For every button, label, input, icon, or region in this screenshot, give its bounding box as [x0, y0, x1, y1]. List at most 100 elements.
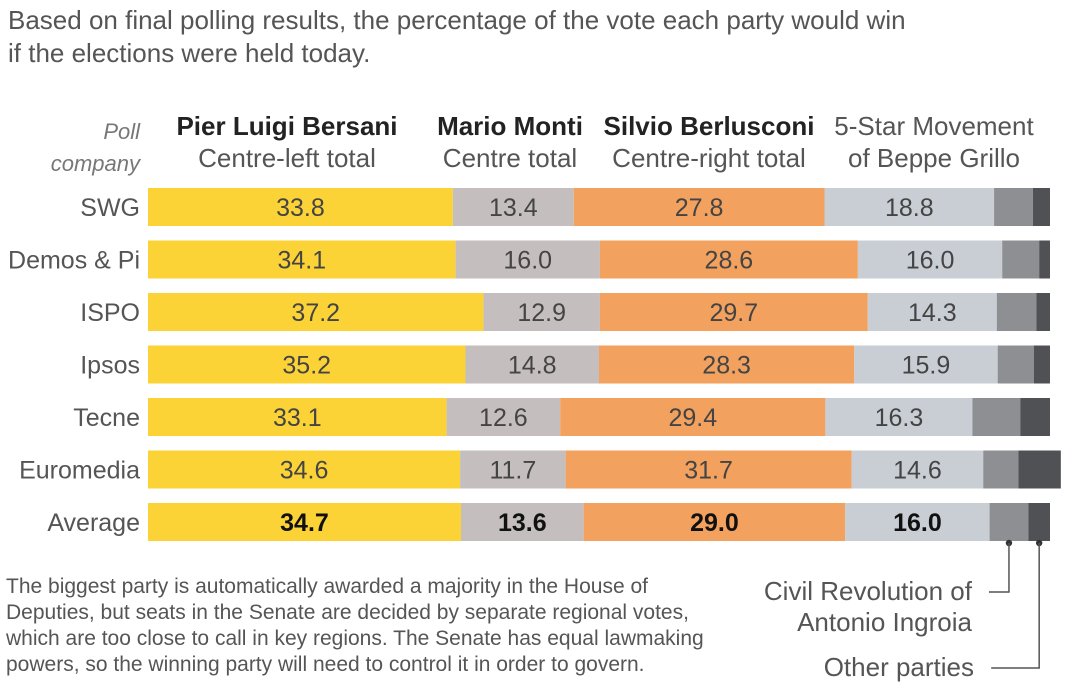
annotation-civil-revolution: Civil Revolution of Antonio Ingroia: [764, 576, 972, 638]
bar-segment: [583, 503, 846, 541]
bar-segment: [148, 503, 461, 541]
data-label: 34.7: [280, 509, 329, 537]
chart-subtitle: Based on final polling results, the perc…: [8, 5, 906, 68]
bar-segment: [857, 240, 1003, 279]
data-label: 14.6: [893, 457, 942, 485]
bar-segment: [148, 240, 456, 279]
bar-segment: [1020, 398, 1050, 436]
header-bersani-sub: Centre-left total: [198, 143, 376, 173]
header-bersani: Pier Luigi Bersani Centre-left total: [162, 110, 412, 174]
data-label: 12.9: [517, 299, 566, 327]
bar-segment: [573, 188, 825, 226]
data-label: 28.3: [702, 352, 751, 380]
category-label: Average: [47, 509, 140, 537]
data-label: 29.0: [690, 509, 739, 537]
bar-segment: [994, 188, 1033, 226]
header-monti: Mario Monti Centre total: [425, 110, 595, 174]
data-label: 13.4: [489, 194, 538, 222]
category-label: Demos & Pi: [8, 247, 140, 275]
data-label: 28.6: [705, 247, 754, 275]
header-berlusconi-name: Silvio Berlusconi: [603, 111, 815, 141]
bar-segment: [148, 398, 447, 436]
bar-segment: [972, 398, 1021, 436]
bar-segment: [452, 188, 574, 226]
bar-segment: [560, 398, 826, 436]
data-label: 35.2: [282, 352, 331, 380]
bar-segment: [1028, 503, 1050, 541]
header-berlusconi-sub: Centre-right total: [612, 143, 806, 173]
bar-segment: [1039, 240, 1050, 279]
bar-segment: [997, 345, 1034, 384]
bar-segment: [1018, 450, 1061, 489]
bar-segment: [148, 450, 461, 489]
bar-segment: [446, 398, 561, 436]
bar-segment: [851, 450, 984, 489]
poll-label-line2: company: [50, 151, 140, 176]
bar-segment: [465, 345, 599, 384]
data-label: 33.8: [276, 194, 325, 222]
data-label: 18.8: [885, 194, 934, 222]
bar-segment: [599, 240, 858, 279]
leader-line-civil-revolution: [988, 543, 1010, 593]
bar-segment: [148, 345, 466, 384]
bar-segment: [1002, 240, 1040, 279]
data-label: 14.3: [908, 299, 957, 327]
leader-line-other-parties: [991, 543, 1040, 669]
bar-segment: [565, 450, 852, 489]
header-grillo-name: 5-Star Movement: [834, 111, 1034, 141]
header-berlusconi: Silvio Berlusconi Centre-right total: [598, 110, 820, 174]
bar-segment: [460, 450, 566, 489]
annotation-other-parties: Other parties: [823, 652, 974, 682]
bar-segment: [1033, 345, 1050, 384]
data-label: 29.7: [710, 299, 759, 327]
data-label: 16.0: [906, 247, 955, 275]
poll-label-line1: Poll: [103, 119, 140, 144]
data-label: 29.4: [668, 404, 717, 432]
data-label: 16.0: [503, 247, 552, 275]
bar-segment: [599, 293, 868, 331]
category-label: Ipsos: [80, 352, 140, 380]
data-label: 16.0: [893, 509, 942, 537]
header-bersani-name: Pier Luigi Bersani: [176, 111, 398, 141]
header-monti-sub: Centre total: [442, 143, 578, 173]
bar-segment: [1032, 188, 1050, 226]
data-label: 31.7: [684, 457, 733, 485]
bar-segment: [854, 345, 998, 384]
data-label: 27.8: [675, 194, 724, 222]
data-label: 12.6: [479, 404, 528, 432]
bar-segment: [845, 503, 990, 541]
poll-company-header: Poll company: [51, 116, 140, 180]
data-label: 15.9: [902, 352, 951, 380]
data-label: 34.1: [277, 247, 326, 275]
bar-segment: [996, 293, 1037, 331]
bar-segment: [148, 293, 484, 331]
category-label: Tecne: [73, 404, 140, 432]
footnote: The biggest party is automatically award…: [6, 575, 704, 676]
annotation-civil-revolution-line1: Civil Revolution of: [763, 576, 972, 606]
data-label: 37.2: [291, 299, 340, 327]
bar-segment: [148, 188, 453, 226]
data-label: 14.8: [508, 352, 557, 380]
data-label: 16.3: [875, 404, 924, 432]
bar-segment: [1036, 293, 1050, 331]
category-label: ISPO: [80, 299, 140, 327]
bar-segment: [825, 398, 973, 436]
data-label: 34.6: [280, 457, 329, 485]
header-monti-name: Mario Monti: [437, 111, 583, 141]
header-grillo-sub: of Beppe Grillo: [848, 143, 1020, 173]
bar-segment: [483, 293, 600, 331]
bar-segment: [983, 450, 1019, 489]
bar-segment: [460, 503, 584, 541]
data-label: 33.1: [273, 404, 322, 432]
data-label: 13.6: [498, 509, 547, 537]
data-label: 11.7: [489, 457, 536, 485]
category-label: Euromedia: [19, 457, 140, 485]
bar-segment: [599, 345, 855, 384]
category-label: SWG: [80, 194, 140, 222]
header-grillo: 5-Star Movement of Beppe Grillo: [826, 110, 1042, 174]
bar-segment: [867, 293, 997, 331]
bar-segment: [455, 240, 600, 279]
bar-segment: [989, 503, 1029, 541]
annotation-civil-revolution-line2: Antonio Ingroia: [797, 607, 972, 637]
